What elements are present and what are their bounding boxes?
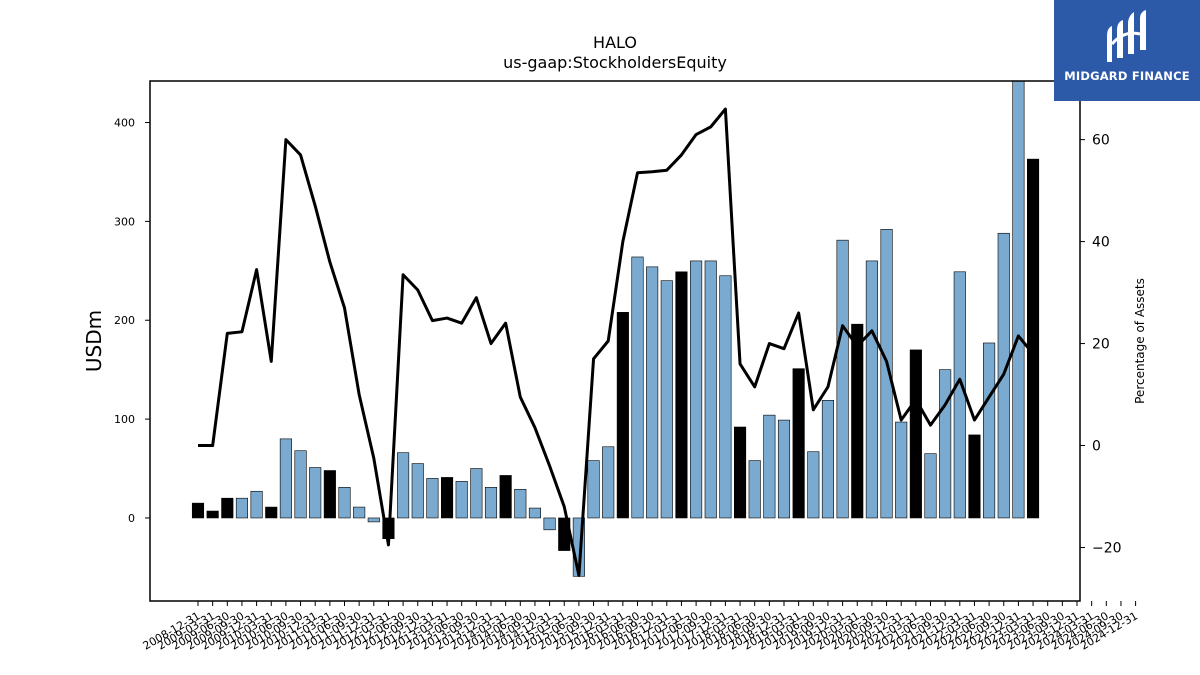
chart-title: HALO <box>593 33 637 52</box>
bar-2017-06-30 <box>690 260 703 519</box>
bar-2011-03-31 <box>323 470 336 519</box>
bar-2022-06-30 <box>983 342 996 519</box>
bar-2022-12-31 <box>1012 81 1025 519</box>
bar-2013-06-30 <box>455 481 468 519</box>
bar-2018-09-30 <box>763 414 776 519</box>
percentage-line <box>198 107 1035 578</box>
bar-2022-03-31 <box>968 434 981 519</box>
chart-subtitle: us-gaap:StockholdersEquity <box>503 53 727 72</box>
bar-2018-12-31 <box>777 419 791 519</box>
y-axis-label: USDm <box>82 310 106 372</box>
bar-2012-06-30 <box>397 452 410 519</box>
bar-2019-06-30 <box>807 451 820 519</box>
bar-2020-09-30 <box>880 228 893 519</box>
bars-group <box>191 81 1040 577</box>
bar-2016-09-30 <box>646 266 659 519</box>
bar-2014-03-31 <box>499 475 512 519</box>
y2-tick-label: 60 <box>1092 133 1110 149</box>
bar-2016-03-31 <box>616 312 629 519</box>
bar-2013-12-31 <box>484 487 498 519</box>
line-group <box>198 107 1035 578</box>
bar-2010-03-31 <box>265 506 278 519</box>
bar-2009-12-31 <box>250 490 263 519</box>
bar-2013-09-30 <box>470 468 483 519</box>
bar-2012-09-30 <box>411 463 424 519</box>
bar-2014-12-31 <box>543 517 556 531</box>
bar-2017-09-30 <box>704 260 717 519</box>
bar-2018-03-31 <box>733 426 747 519</box>
y-tick-label: 100 <box>114 413 135 426</box>
bar-2020-12-31 <box>895 421 908 519</box>
bar-2021-03-31 <box>909 349 922 519</box>
bar-2009-03-31 <box>206 510 219 519</box>
bar-2016-12-31 <box>660 280 673 519</box>
bar-2010-06-30 <box>279 438 292 519</box>
bar-2012-12-31 <box>426 478 439 519</box>
y2-tick-label: 20 <box>1092 337 1110 353</box>
bar-2008-12-31 <box>191 502 205 519</box>
bar-2015-12-31 <box>602 446 615 519</box>
y2-axis-label: Percentage of Assets <box>1133 278 1147 404</box>
bar-2017-03-31 <box>675 271 688 519</box>
bar-2017-12-31 <box>719 275 732 519</box>
axes-group: 0100200300400−2002040602008-12-312009-03… <box>114 117 1140 653</box>
bar-2014-09-30 <box>528 507 542 519</box>
bar-2018-06-30 <box>748 460 761 519</box>
y2-tick-label: 40 <box>1092 235 1110 251</box>
y-tick-label: 300 <box>114 215 135 228</box>
bar-2011-06-30 <box>338 487 351 519</box>
plot-frame <box>149 80 1081 602</box>
bar-2019-09-30 <box>821 400 835 519</box>
midgard-logo-icon <box>1107 10 1146 62</box>
bar-2019-03-31 <box>792 368 805 519</box>
y-tick-label: 200 <box>114 314 135 327</box>
brand-logo: MIDGARD FINANCE <box>1054 0 1200 101</box>
brand-name: MIDGARD FINANCE <box>1064 69 1190 83</box>
y-tick-label: 400 <box>114 117 135 130</box>
bar-2020-06-30 <box>865 260 878 519</box>
bar-2009-09-30 <box>235 497 248 519</box>
bar-2011-09-30 <box>353 506 366 519</box>
y-tick-label: 0 <box>128 512 135 525</box>
bar-2016-06-30 <box>631 256 644 519</box>
bar-2023-03-31 <box>1027 158 1040 519</box>
bar-2011-12-31 <box>367 517 380 523</box>
bar-2009-06-30 <box>221 497 234 519</box>
y2-tick-label: −20 <box>1092 540 1122 556</box>
bar-2013-03-31 <box>440 477 454 519</box>
bar-2015-09-30 <box>587 460 600 519</box>
bar-2010-09-30 <box>294 450 307 519</box>
bar-2020-03-31 <box>851 323 864 519</box>
bar-2014-06-30 <box>514 488 527 519</box>
bar-2010-12-31 <box>309 467 322 519</box>
bar-2021-09-30 <box>939 369 952 519</box>
y2-tick-label: 0 <box>1092 439 1101 455</box>
bar-2019-12-31 <box>836 239 849 519</box>
bar-2021-06-30 <box>924 453 937 519</box>
